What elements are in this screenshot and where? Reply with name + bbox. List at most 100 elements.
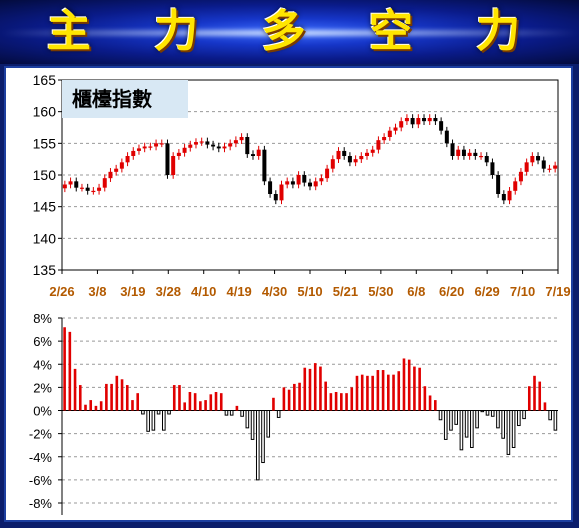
candle xyxy=(279,180,284,205)
candle xyxy=(336,147,341,163)
candle xyxy=(507,187,512,205)
candle xyxy=(450,139,455,160)
price-tick-label: 140 xyxy=(33,230,57,246)
candle xyxy=(176,149,181,160)
candle xyxy=(228,139,233,151)
candle-body xyxy=(342,150,347,156)
candle xyxy=(490,158,495,179)
histogram-bar xyxy=(423,386,427,411)
candle xyxy=(484,152,489,167)
candle xyxy=(513,177,518,195)
date-label: 4/10 xyxy=(191,284,216,299)
candle xyxy=(91,187,96,195)
histogram-bar xyxy=(84,404,87,411)
header-banner: 主 力 多 空 力 道 xyxy=(0,0,579,64)
date-label: 6/8 xyxy=(407,284,425,299)
date-label: 5/30 xyxy=(368,284,393,299)
candle-body xyxy=(296,175,301,185)
candle-body xyxy=(325,168,330,179)
candle-body xyxy=(399,121,404,128)
histogram-bar xyxy=(115,375,119,411)
candle xyxy=(427,114,432,125)
candle-body xyxy=(199,141,204,143)
candle-body xyxy=(330,159,335,169)
candle-body xyxy=(536,156,541,161)
candle-body xyxy=(193,142,198,145)
candle xyxy=(193,138,198,149)
candle xyxy=(171,152,176,179)
histogram-tick-label: 6% xyxy=(33,334,52,349)
candle xyxy=(131,147,136,160)
histogram-bar xyxy=(151,410,156,431)
histogram-tick-label: -8% xyxy=(29,496,53,511)
histogram-bar xyxy=(240,410,244,417)
histogram-bar xyxy=(340,393,343,411)
histogram-bar xyxy=(438,410,443,421)
histogram-bar xyxy=(308,368,312,411)
date-label: 7/10 xyxy=(510,284,535,299)
candle xyxy=(250,150,255,160)
histogram-bar xyxy=(538,381,542,411)
candle-body xyxy=(410,118,415,125)
histogram-bar xyxy=(193,393,197,411)
price-tick-label: 150 xyxy=(33,167,57,183)
date-label: 5/10 xyxy=(297,284,322,299)
candle xyxy=(154,139,159,151)
histogram-bar xyxy=(506,410,511,455)
histogram-bar xyxy=(324,381,327,411)
candle-body xyxy=(370,149,375,153)
histogram-bar xyxy=(496,410,500,429)
histogram-bar xyxy=(141,410,145,415)
candle xyxy=(501,190,506,205)
histogram-bar xyxy=(245,410,250,429)
histogram-bar xyxy=(355,375,359,411)
candle xyxy=(347,152,352,167)
candle xyxy=(142,142,147,153)
candle xyxy=(62,180,67,193)
candle xyxy=(119,158,124,173)
histogram-bar xyxy=(68,331,72,411)
histogram-bar xyxy=(94,405,98,411)
candle xyxy=(79,183,84,192)
histogram-bar xyxy=(407,359,411,411)
candle-body xyxy=(290,181,295,185)
candle xyxy=(102,174,107,192)
candle-body xyxy=(319,178,324,182)
histogram-bar xyxy=(313,363,317,411)
candle xyxy=(296,171,301,189)
candle xyxy=(325,164,330,182)
histogram-bar xyxy=(553,410,558,431)
histogram-bar xyxy=(172,385,176,411)
histogram-tick-label: 8% xyxy=(33,311,52,326)
candle xyxy=(456,145,461,160)
histogram-bar xyxy=(209,394,213,411)
candle xyxy=(467,149,472,160)
candle-body xyxy=(336,150,341,160)
candle xyxy=(148,142,153,151)
histogram-bar xyxy=(204,400,207,411)
candle-body xyxy=(171,156,176,175)
histogram-bar xyxy=(125,385,129,411)
candle-body xyxy=(205,141,210,145)
candle-body xyxy=(245,137,250,155)
candle xyxy=(547,164,552,173)
histogram-bar xyxy=(501,410,505,439)
candle-body xyxy=(484,156,489,163)
candle-body xyxy=(450,143,455,156)
candle-body xyxy=(530,156,535,163)
candle-body xyxy=(501,194,506,201)
histogram-bar xyxy=(146,410,150,432)
candle xyxy=(68,177,73,189)
candle-body xyxy=(182,147,187,153)
histogram-bar xyxy=(449,410,453,431)
histogram-tick-label: 4% xyxy=(33,357,52,372)
candle-body xyxy=(262,149,267,182)
candle-body xyxy=(188,144,193,148)
candle xyxy=(85,183,90,195)
candle-body xyxy=(62,184,67,189)
candle-body xyxy=(490,162,495,175)
candle-body xyxy=(102,178,107,188)
histogram-bar xyxy=(282,387,286,411)
candle xyxy=(245,133,250,158)
candle xyxy=(211,140,216,151)
